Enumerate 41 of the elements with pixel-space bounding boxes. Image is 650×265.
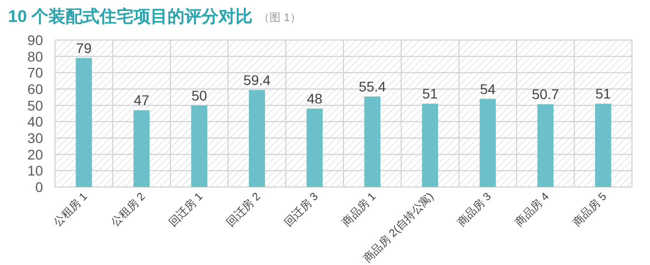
bar [306, 108, 323, 187]
bar [76, 58, 92, 187]
x-tick-label: 商品房 5 [570, 190, 610, 229]
y-tick-label: 90 [27, 32, 44, 48]
bar [191, 105, 208, 187]
data-label: 59.4 [243, 72, 271, 88]
data-label: 51 [422, 86, 438, 102]
data-label: 54 [480, 80, 496, 97]
y-tick-label: 80 [27, 48, 44, 64]
x-tick-label: 商品房 1 [339, 190, 378, 229]
data-label: 79 [76, 40, 92, 56]
bar [480, 98, 496, 187]
y-tick-label: 50 [27, 97, 44, 114]
chart-title: 10 个装配式住宅项目的评分对比 [8, 7, 253, 26]
y-tick-label: 10 [27, 162, 44, 179]
bar [133, 110, 150, 187]
x-tick-label: 公租房 1 [50, 190, 90, 229]
data-label: 48 [306, 90, 323, 107]
data-label: 50.7 [532, 86, 560, 102]
y-tick-label: 20 [27, 146, 44, 162]
y-tick-label: 0 [35, 179, 44, 195]
x-tick-label: 公租房 2 [108, 190, 148, 229]
data-label: 55.4 [358, 78, 386, 95]
bar [248, 90, 266, 187]
bar [422, 104, 438, 187]
y-tick-label: 60 [27, 81, 44, 97]
y-tick-label: 40 [27, 114, 44, 130]
x-tick-label: 回迁房 3 [282, 190, 321, 229]
y-tick-label: 70 [27, 64, 44, 81]
x-tick-label: 回迁房 2 [224, 190, 264, 229]
bar [364, 96, 380, 187]
y-tick-label: 30 [27, 130, 44, 146]
bar [537, 104, 554, 187]
x-tick-label: 回迁房 1 [166, 190, 206, 229]
chart-subtitle: （图 1） [258, 12, 301, 24]
x-tick-label: 商品房 3 [454, 190, 494, 229]
data-label: 51 [595, 86, 612, 102]
data-label: 50 [191, 87, 208, 104]
data-label: 47 [134, 92, 150, 108]
bar [595, 104, 612, 187]
x-tick-label: 商品房 4 [512, 190, 552, 229]
